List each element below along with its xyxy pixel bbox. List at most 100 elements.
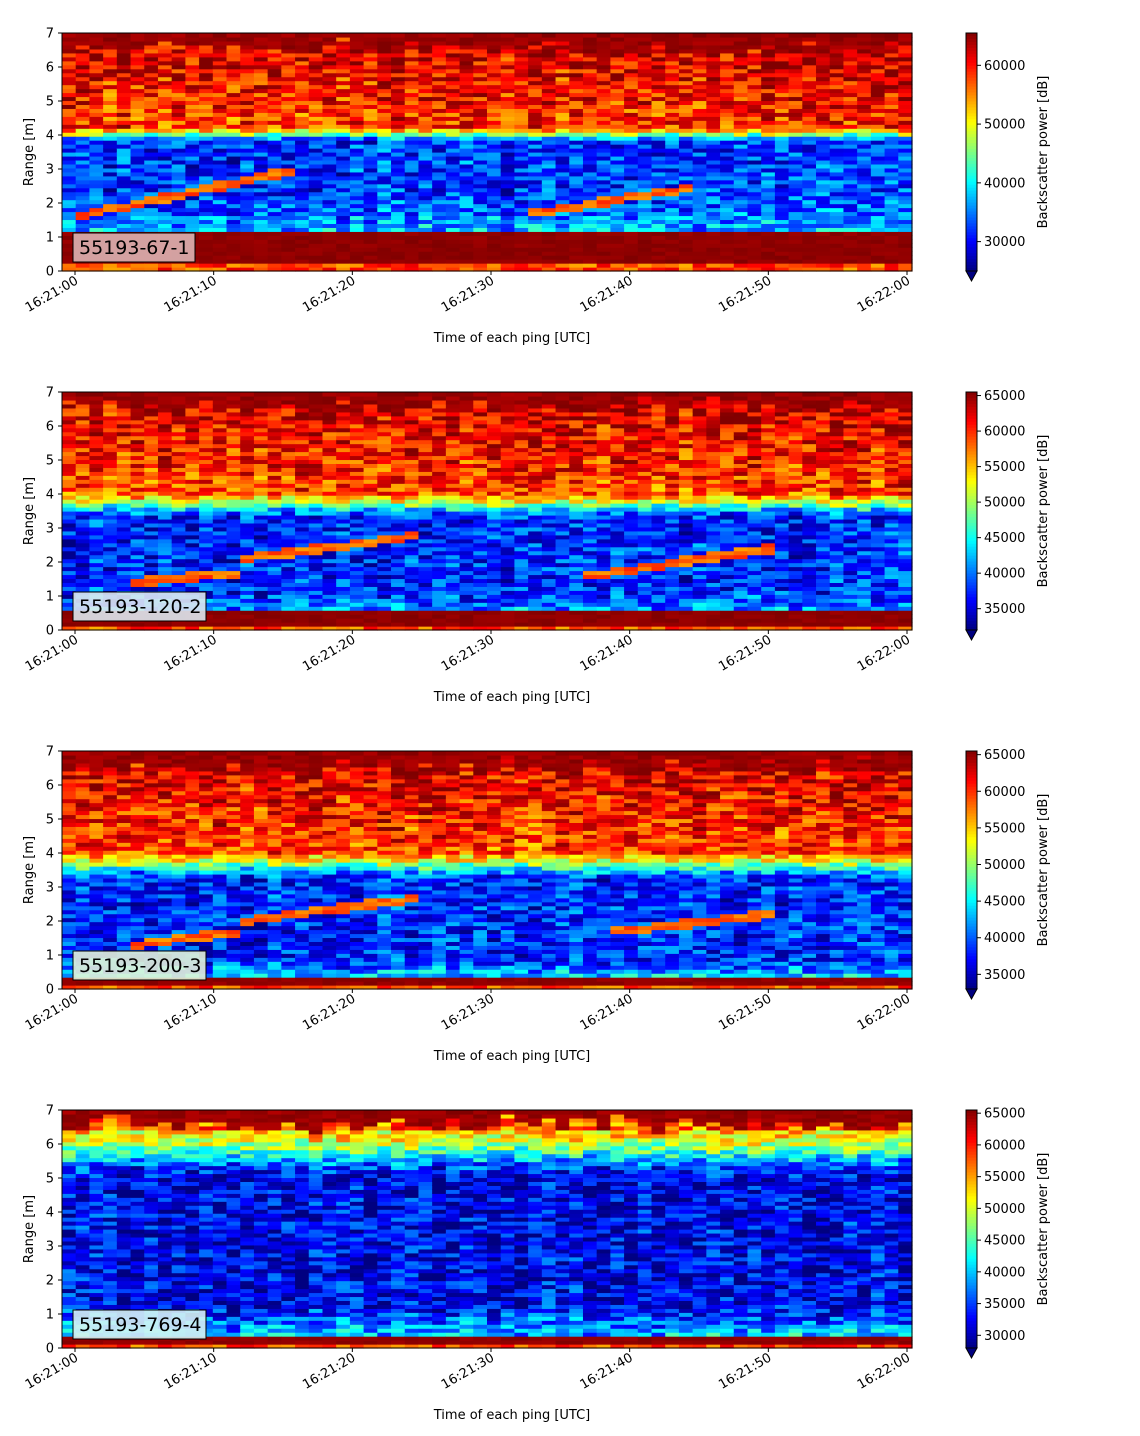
x-tick-label: 16:21:30 bbox=[439, 991, 497, 1033]
y-tick-label: 1 bbox=[46, 231, 54, 246]
y-tick-label: 3 bbox=[46, 163, 54, 178]
colorbar-tick-label: 40000 bbox=[984, 1265, 1025, 1280]
y-axis-label: Range [m] bbox=[22, 1195, 37, 1263]
dataset-label-box bbox=[72, 591, 207, 622]
y-tick-label: 5 bbox=[46, 454, 54, 469]
x-tick-label: 16:21:50 bbox=[716, 273, 774, 315]
y-tick-label: 4 bbox=[46, 488, 54, 503]
x-tick-label: 16:22:00 bbox=[855, 1350, 913, 1392]
y-tick-label: 1 bbox=[46, 949, 54, 964]
colorbar: 30000 40000 50000 60000 Backscatter power [d… bbox=[965, 32, 1051, 283]
colorbar-tick-label: 40000 bbox=[984, 931, 1025, 946]
x-tick-label: 16:21:20 bbox=[300, 632, 358, 674]
colorbar-extend bbox=[965, 1347, 978, 1360]
colorbar-tick-label: 65000 bbox=[984, 748, 1025, 763]
colorbar-tick-label: 55000 bbox=[984, 460, 1025, 475]
x-tick-label: 16:21:30 bbox=[439, 273, 497, 315]
x-tick-label: 16:21:00 bbox=[23, 1350, 81, 1392]
colorbar: 35000 40000 45000 50000 55000 60000 65000 Backs… bbox=[965, 389, 1051, 642]
colorbar-tick-label: 50000 bbox=[984, 118, 1025, 133]
y-tick-label: 2 bbox=[46, 556, 54, 571]
x-tick-label: 16:21:50 bbox=[716, 991, 774, 1033]
dataset-label: 55193-67-1 bbox=[79, 237, 189, 259]
y-tick-label: 6 bbox=[46, 61, 54, 76]
x-tick-label: 16:21:40 bbox=[578, 991, 636, 1033]
y-tick-label: 0 bbox=[46, 624, 54, 639]
y-tick-label: 6 bbox=[46, 1138, 54, 1153]
colorbar-tick-label: 40000 bbox=[984, 176, 1025, 191]
x-tick-label: 16:21:40 bbox=[578, 273, 636, 315]
x-axis-label: Time of each ping [UTC] bbox=[433, 1408, 591, 1423]
panel-4: 0 1 2 3 4 5 6 7 16:21:00 16:21:10 16:21:20 16:21:30… bbox=[22, 1104, 1051, 1424]
dataset-label: 55193-200-3 bbox=[79, 955, 202, 977]
y-axis-label: Range [m] bbox=[22, 836, 37, 904]
x-axis-label: Time of each ping [UTC] bbox=[433, 331, 591, 346]
y-tick-label: 7 bbox=[46, 1104, 54, 1119]
colorbar-extend bbox=[965, 270, 978, 283]
y-tick-label: 3 bbox=[46, 1240, 54, 1255]
x-tick-label: 16:21:50 bbox=[716, 1350, 774, 1392]
x-tick-label: 16:21:10 bbox=[162, 632, 220, 674]
x-tick-label: 16:21:20 bbox=[300, 991, 358, 1033]
colorbar-tick-label: 30000 bbox=[984, 1329, 1025, 1344]
colorbar-tick-label: 45000 bbox=[984, 1234, 1025, 1249]
x-tick-label: 16:21:40 bbox=[578, 632, 636, 674]
x-tick-label: 16:22:00 bbox=[855, 991, 913, 1033]
colorbar: 35000 40000 45000 50000 55000 60000 65000 Backs… bbox=[965, 748, 1051, 1001]
dataset-label: 55193-769-4 bbox=[79, 1314, 202, 1336]
x-axis-label: Time of each ping [UTC] bbox=[433, 690, 591, 705]
colorbar-tick-label: 55000 bbox=[984, 821, 1025, 836]
y-tick-label: 2 bbox=[46, 197, 54, 212]
axes-frame bbox=[61, 32, 913, 272]
colorbar-tick-label: 50000 bbox=[984, 858, 1025, 873]
heatmap bbox=[62, 751, 913, 990]
y-tick-label: 2 bbox=[46, 915, 54, 930]
dataset-label-box bbox=[72, 1309, 207, 1340]
colorbar-tick-label: 60000 bbox=[984, 425, 1025, 440]
dataset-label-box bbox=[72, 232, 196, 263]
y-tick-label: 3 bbox=[46, 881, 54, 896]
y-tick-label: 4 bbox=[46, 1206, 54, 1221]
x-tick-label: 16:21:10 bbox=[162, 1350, 220, 1392]
y-tick-label: 6 bbox=[46, 420, 54, 435]
colorbar-tick-label: 35000 bbox=[984, 1297, 1025, 1312]
colorbar-tick-label: 60000 bbox=[984, 59, 1025, 74]
colorbar-tick-label: 65000 bbox=[984, 389, 1025, 404]
colorbar-label: Backscatter power [dB] bbox=[1036, 76, 1051, 229]
colorbar-tick-label: 40000 bbox=[984, 567, 1025, 582]
colorbar-tick-label: 50000 bbox=[984, 496, 1025, 511]
y-tick-label: 0 bbox=[46, 265, 54, 280]
colorbar-extend bbox=[965, 629, 978, 642]
x-tick-label: 16:21:00 bbox=[23, 991, 81, 1033]
y-tick-label: 5 bbox=[46, 95, 54, 110]
heatmap bbox=[62, 33, 913, 272]
y-tick-label: 0 bbox=[46, 1342, 54, 1357]
x-tick-label: 16:21:00 bbox=[23, 632, 81, 674]
y-tick-label: 3 bbox=[46, 522, 54, 537]
x-tick-label: 16:21:00 bbox=[23, 273, 81, 315]
colorbar-tick-label: 60000 bbox=[984, 785, 1025, 800]
y-axis-label: Range [m] bbox=[22, 118, 37, 186]
colorbar-tick-label: 30000 bbox=[984, 235, 1025, 250]
colorbar-tick-label: 65000 bbox=[984, 1107, 1025, 1122]
panel-1: 0 1 2 3 4 5 6 7 16:21:00 16:21:10 16:21:20 16:21:30… bbox=[22, 27, 1051, 347]
axes-frame bbox=[61, 750, 913, 990]
heatmap bbox=[62, 392, 913, 631]
y-tick-label: 4 bbox=[46, 847, 54, 862]
colorbar-tick-label: 45000 bbox=[984, 531, 1025, 546]
colorbar-tick-label: 45000 bbox=[984, 895, 1025, 910]
colorbar-extend bbox=[965, 988, 978, 1001]
x-tick-label: 16:22:00 bbox=[855, 632, 913, 674]
x-tick-label: 16:21:50 bbox=[716, 632, 774, 674]
y-tick-label: 1 bbox=[46, 1308, 54, 1323]
colorbar-tick-label: 60000 bbox=[984, 1138, 1025, 1153]
panel-3: 0 1 2 3 4 5 6 7 16:21:00 16:21:10 16:21:20 16:21:30… bbox=[22, 745, 1051, 1065]
colorbar-tick-label: 35000 bbox=[984, 968, 1025, 983]
y-tick-label: 4 bbox=[46, 129, 54, 144]
dataset-label: 55193-120-2 bbox=[79, 596, 202, 618]
x-tick-label: 16:22:00 bbox=[855, 273, 913, 315]
x-tick-label: 16:21:40 bbox=[578, 1350, 636, 1392]
heatmap bbox=[62, 1110, 913, 1349]
x-tick-label: 16:21:20 bbox=[300, 273, 358, 315]
